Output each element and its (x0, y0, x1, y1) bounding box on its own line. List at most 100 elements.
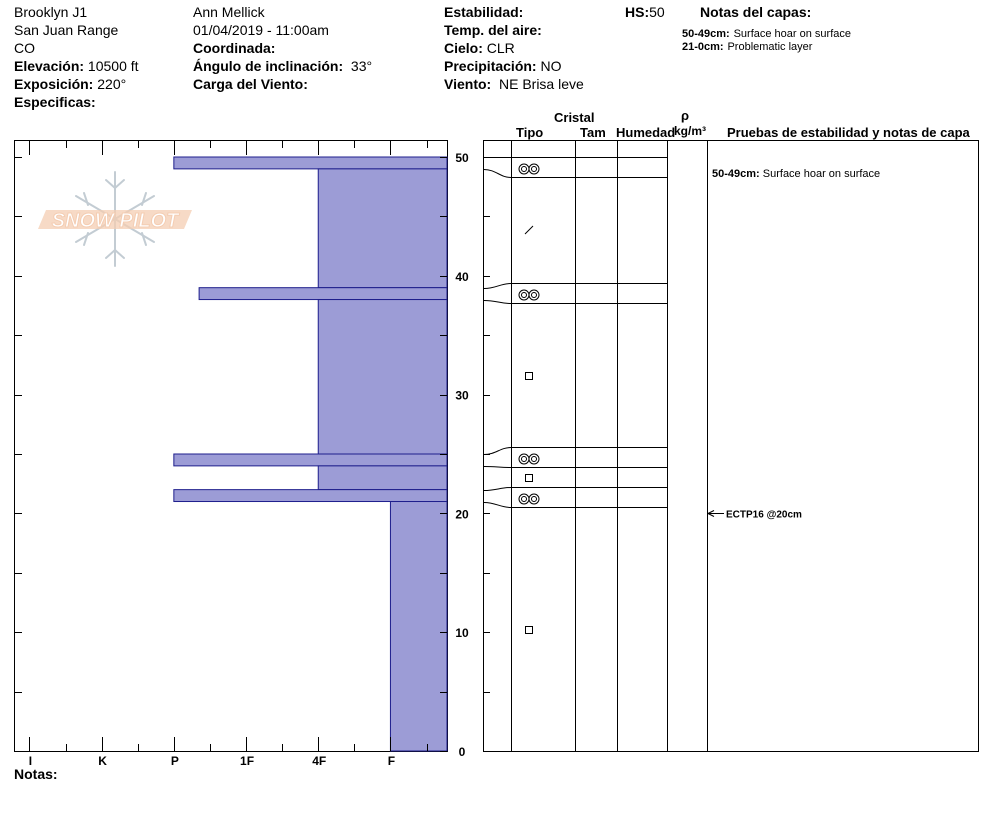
location-name: Brooklyn J1 (14, 4, 88, 20)
layer-boundaries (483, 157, 667, 508)
layer-annotation-1: 50-49cm: Surface hoar on surface (712, 168, 880, 180)
hardness-bar-1 (173, 156, 448, 170)
elevation-label: Elevación: (14, 58, 85, 74)
aspect: Exposición: 220° (14, 76, 126, 92)
hs-value: 50 (649, 4, 665, 20)
surface-hoar-ring (518, 163, 530, 175)
snow-height: HS:50 (625, 4, 665, 20)
mountain-range: San Juan Range (14, 22, 119, 38)
state: CO (14, 40, 35, 56)
crystal-symbols (518, 163, 540, 634)
depth-label-20: 20 (455, 507, 469, 521)
surface-hoar-core (521, 166, 527, 172)
surface-hoar-icon (518, 289, 540, 301)
layer-table-frame (483, 140, 979, 752)
stability-label: Estabilidad: (444, 4, 524, 20)
surface-hoar-ring (528, 453, 540, 465)
specifics-label: Especificas: (14, 94, 96, 110)
hardness-bars (173, 156, 448, 752)
coordinate-label: Coordinada: (193, 40, 276, 56)
surface-hoar-icon (518, 493, 540, 505)
hardness-bar-3 (198, 287, 448, 301)
depth-label-40: 40 (455, 270, 469, 284)
sky-value: CLR (486, 40, 515, 56)
hardness-label-4F: 4F (312, 754, 326, 768)
wind-label: Viento: (444, 76, 492, 92)
sky-label: Cielo: (444, 40, 483, 56)
precip-value: NO (540, 58, 562, 74)
precipitation: Precipitación: NO (444, 58, 561, 74)
layer-connector-6 (483, 466, 512, 468)
surface-hoar-core (531, 496, 537, 502)
hardness-label-P: P (171, 754, 179, 768)
precip-label: Precipitación: (444, 58, 537, 74)
aspect-label: Exposición: (14, 76, 94, 92)
hardness-bar-5 (173, 453, 448, 467)
hardness-plot-frame (14, 140, 448, 752)
layer-note-2-text: Problematic layer (727, 41, 813, 53)
square-icon (525, 372, 533, 380)
date-time: 01/04/2019 - 11:00am (193, 22, 329, 38)
surface-hoar-core (531, 166, 537, 172)
layer-annotation-text: Surface hoar on surface (763, 168, 880, 180)
wind-load-label: Carga del Viento: (193, 76, 308, 92)
hardness-bar-7 (173, 489, 448, 503)
elevation: Elevación: 10500 ft (14, 58, 139, 74)
sky: Cielo: CLR (444, 40, 515, 56)
hardness-bar-2 (317, 168, 448, 289)
surface-hoar-ring (528, 289, 540, 301)
col-density-unit: kg/m³ (674, 124, 707, 138)
logo-text: SNOW PILOT (52, 210, 180, 232)
depth-label-30: 30 (455, 389, 469, 403)
surface-hoar-ring (518, 289, 530, 301)
hardness-axis: I K P 1F 4F F (29, 141, 428, 768)
hardness-label-1F: 1F (240, 754, 254, 768)
surface-hoar-core (531, 456, 537, 462)
hardness-label-K: K (98, 754, 107, 768)
hardness-label-I: I (29, 754, 32, 768)
square-icon (525, 474, 533, 482)
surface-hoar-core (531, 292, 537, 298)
layer-connector-5 (483, 447, 512, 455)
layer-note-1-text: Surface hoar on surface (733, 28, 851, 40)
col-rho: ρ (681, 108, 690, 123)
air-temp-label: Temp. del aire: (444, 22, 542, 38)
surface-hoar-ring (518, 453, 530, 465)
square-icon (525, 626, 533, 634)
surface-hoar-ring (528, 493, 540, 505)
surface-hoar-ring (518, 493, 530, 505)
surface-hoar-icon (518, 453, 540, 465)
layer-annotation-range: 50-49cm: (712, 168, 763, 180)
surface-hoar-core (521, 496, 527, 502)
layer-note-1: 50-49cm: Surface hoar on surface (682, 24, 851, 41)
layer-note-2: 21-0cm: Problematic layer (682, 37, 812, 54)
wind-value: NE Brisa leve (498, 76, 584, 92)
col-tests: Pruebas de estabilidad y notas de capa (727, 125, 970, 140)
depth-label-10: 10 (455, 626, 469, 640)
surface-hoar-core (521, 456, 527, 462)
depth-label-0: 0 (459, 745, 466, 759)
slope-angle: Ángulo de inclinación: 33° (193, 58, 372, 74)
stability-tests: ECTP16 @20cm (707, 510, 802, 521)
hs-label: HS: (625, 4, 650, 20)
notes-label: Notas: (14, 766, 58, 782)
layer-connector-2 (483, 169, 512, 178)
slope-value: 33° (350, 58, 373, 74)
hardness-bar-4 (317, 299, 448, 455)
surface-hoar-ring (528, 163, 540, 175)
wind: Viento: NE Brisa leve (444, 76, 584, 92)
surface-hoar-icon (518, 163, 540, 175)
col-moisture: Humedad (616, 125, 676, 140)
layer-note-2-range: 21-0cm: (682, 41, 724, 53)
snowpilot-logo: SNOW PILOT (38, 171, 192, 267)
elevation-value: 10500 ft (87, 58, 139, 74)
slash-icon (524, 225, 534, 235)
test-arrow-head (707, 510, 715, 517)
layer-connector-4 (483, 300, 512, 304)
hardness-bar-6 (317, 465, 448, 491)
col-crystal: Cristal (554, 110, 595, 125)
layer-connector-7 (483, 487, 512, 491)
layer-connector-3 (483, 283, 512, 289)
col-type: Tipo (516, 125, 544, 140)
